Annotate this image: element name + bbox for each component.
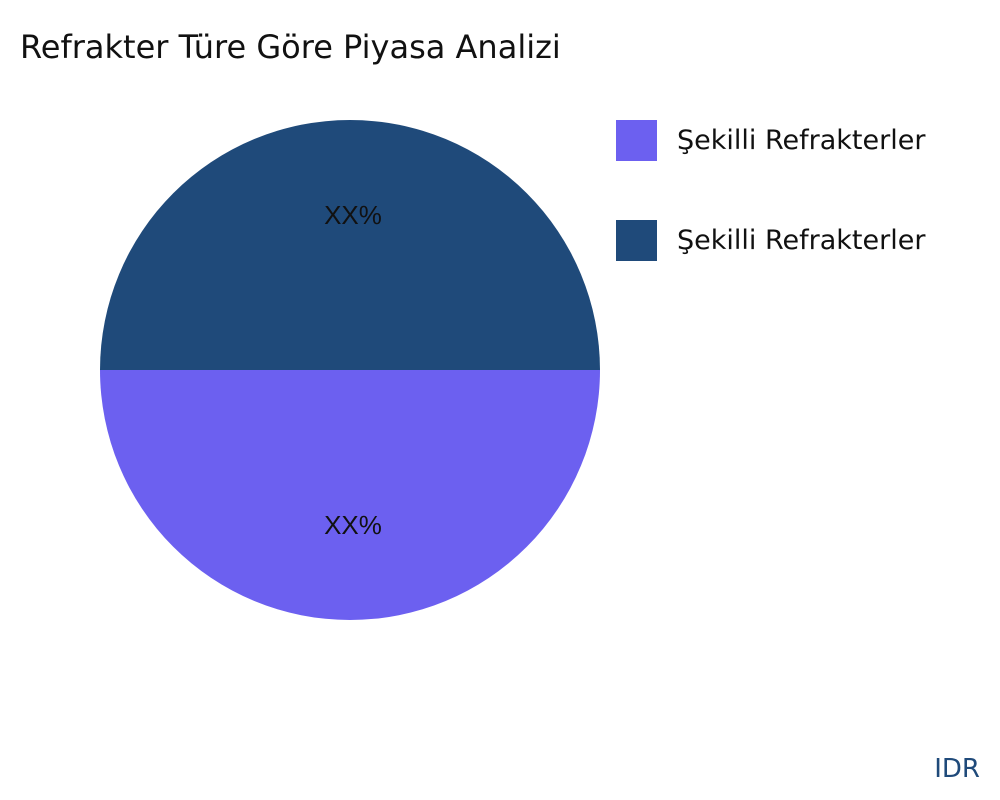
legend-label: Şekilli Refrakterler: [677, 225, 926, 256]
slice-label: XX%: [324, 200, 382, 230]
legend-item: Şekilli Refrakterler: [616, 120, 925, 161]
chart-title: Refrakter Türe Göre Piyasa Analizi: [20, 28, 561, 66]
legend-item: Şekilli Refrakterler: [616, 220, 925, 261]
legend-swatch: [616, 120, 657, 161]
pie-slice: [100, 370, 600, 620]
brand-logo: IDR: [934, 754, 980, 784]
pie-slice: [100, 120, 600, 370]
slice-label: XX%: [324, 510, 382, 540]
legend-swatch: [616, 220, 657, 261]
legend-label: Şekilli Refrakterler: [677, 125, 926, 156]
